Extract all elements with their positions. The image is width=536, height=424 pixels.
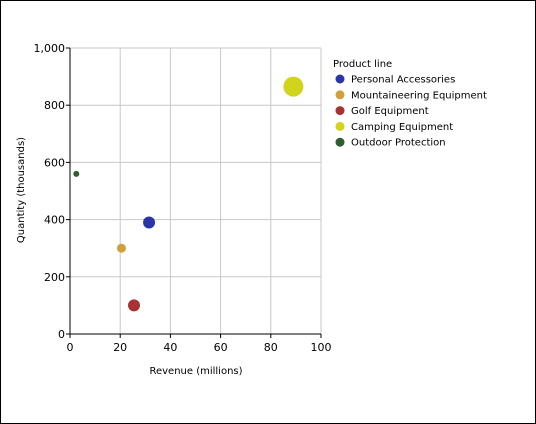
- y-axis-title: Quantity (thousands): [16, 137, 27, 243]
- data-point: [116, 243, 126, 253]
- x-tick-labels: 0 20 40 60 80 100: [67, 341, 332, 354]
- x-tick-label: 0: [67, 341, 74, 354]
- legend-marker: [335, 90, 345, 100]
- x-tick-label: 80: [264, 341, 278, 354]
- legend-label: Mountaineering Equipment: [351, 90, 487, 101]
- legend-title: Product line: [333, 59, 392, 70]
- y-tick-label: 600: [44, 156, 65, 169]
- data-point: [143, 216, 156, 229]
- y-tick-labels: 0 200 400 600 800 1,000: [34, 42, 66, 341]
- x-tick-label: 20: [113, 341, 127, 354]
- axes: [66, 47, 322, 338]
- legend-marker: [335, 74, 345, 84]
- data-point: [128, 299, 141, 312]
- grid-lines: [70, 47, 322, 334]
- y-tick-label: 800: [44, 99, 65, 112]
- legend-label: Golf Equipment: [351, 106, 429, 117]
- legend-marker: [335, 121, 345, 131]
- y-tick-label: 200: [44, 271, 65, 284]
- y-tick-label: 0: [58, 328, 65, 341]
- data-point: [73, 170, 80, 177]
- y-tick-label: 1,000: [34, 42, 66, 55]
- legend-label: Camping Equipment: [351, 122, 453, 133]
- data-points: [73, 76, 304, 312]
- x-tick-label: 40: [163, 341, 177, 354]
- legend: Product line Personal Accessories Mountai…: [333, 59, 487, 149]
- legend-label: Personal Accessories: [351, 75, 455, 86]
- legend-label: Outdoor Protection: [351, 138, 446, 149]
- legend-marker: [335, 137, 345, 147]
- legend-marker: [335, 106, 345, 116]
- y-tick-label: 400: [44, 214, 65, 227]
- data-point: [283, 76, 304, 97]
- x-tick-label: 100: [311, 341, 332, 354]
- x-axis-title: Revenue (millions): [149, 366, 242, 377]
- x-tick-label: 60: [214, 341, 228, 354]
